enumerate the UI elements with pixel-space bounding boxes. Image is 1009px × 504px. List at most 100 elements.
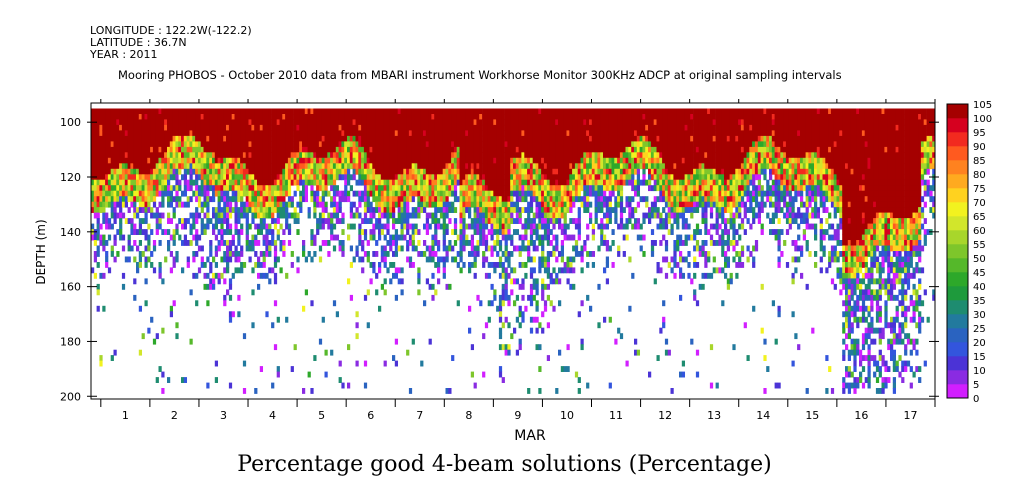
- heatmap-cell: [127, 119, 131, 126]
- heatmap-cell: [566, 168, 570, 175]
- heatmap-cell: [150, 114, 154, 120]
- heatmap-cell: [200, 201, 204, 208]
- heatmap-cell: [425, 108, 430, 115]
- heatmap-cell: [428, 283, 432, 290]
- heatmap-cell: [214, 108, 219, 115]
- heatmap-cell: [510, 333, 514, 340]
- heatmap-cell: [653, 108, 657, 115]
- heatmap-cell: [569, 207, 573, 213]
- heatmap-cell: [400, 289, 404, 296]
- heatmap-cell: [276, 196, 280, 203]
- heatmap-cell: [172, 141, 176, 148]
- heatmap-cell: [332, 163, 337, 170]
- heatmap-cell: [363, 212, 368, 219]
- heatmap-cell: [434, 152, 438, 159]
- heatmap-cell: [107, 146, 112, 153]
- heatmap-cell: [527, 185, 531, 192]
- heatmap-cell: [245, 124, 249, 131]
- heatmap-cell: [392, 168, 396, 175]
- heatmap-cell: [394, 141, 399, 148]
- heatmap-cell: [248, 157, 252, 164]
- heatmap-cell: [102, 135, 106, 142]
- heatmap-cell: [431, 124, 435, 131]
- heatmap-cell: [656, 130, 660, 137]
- heatmap-cell: [487, 152, 491, 159]
- heatmap-cell: [462, 168, 466, 175]
- heatmap-cell: [285, 146, 289, 153]
- heatmap-cell: [468, 152, 472, 159]
- heatmap-cell: [521, 146, 525, 153]
- heatmap-cell: [549, 119, 553, 126]
- heatmap-cell: [541, 278, 545, 285]
- heatmap-cell: [347, 168, 351, 175]
- heatmap-cell: [507, 207, 511, 213]
- heatmap-cell: [611, 163, 615, 170]
- heatmap-cell: [327, 157, 331, 164]
- heatmap-cell: [603, 124, 607, 131]
- heatmap-cell: [591, 135, 596, 142]
- heatmap-cell: [383, 119, 387, 126]
- heatmap-cell: [532, 190, 536, 197]
- heatmap-cell: [335, 311, 340, 318]
- heatmap-cell: [389, 196, 393, 203]
- heatmap-cell: [524, 114, 528, 120]
- heatmap-cell: [107, 168, 112, 175]
- heatmap-cell: [386, 218, 390, 224]
- heatmap-cell: [147, 256, 151, 263]
- heatmap-cell: [572, 256, 576, 263]
- heatmap-cell: [577, 174, 581, 181]
- heatmap-cell: [136, 185, 140, 192]
- heatmap-cell: [538, 201, 542, 208]
- heatmap-cell: [591, 262, 596, 268]
- heatmap-cell: [203, 185, 207, 192]
- heatmap-cell: [141, 185, 145, 192]
- heatmap-cell: [420, 207, 424, 213]
- heatmap-cell: [257, 185, 261, 192]
- heatmap-cell: [214, 179, 219, 186]
- heatmap-cell: [271, 124, 275, 131]
- heatmap-cell: [406, 229, 410, 235]
- heatmap-cell: [119, 141, 123, 148]
- heatmap-cell: [254, 174, 258, 181]
- heatmap-cell: [504, 168, 508, 175]
- heatmap-cell: [237, 114, 241, 120]
- heatmap-cell: [330, 119, 334, 126]
- heatmap-cell: [513, 124, 517, 131]
- heatmap-cell: [442, 272, 446, 279]
- heatmap-cell: [394, 130, 399, 137]
- heatmap-cell: [600, 174, 604, 181]
- heatmap-cell: [265, 207, 269, 213]
- heatmap-cell: [133, 135, 137, 142]
- heatmap-cell: [527, 114, 531, 120]
- heatmap-cell: [242, 119, 247, 126]
- heatmap-cell: [453, 207, 458, 213]
- heatmap-cell: [501, 272, 505, 279]
- heatmap-cell: [431, 114, 435, 120]
- heatmap-cell: [437, 185, 441, 192]
- heatmap-cell: [563, 267, 567, 274]
- heatmap-cell: [234, 174, 238, 181]
- heatmap-cell: [214, 114, 219, 120]
- heatmap-cell: [119, 185, 123, 192]
- heatmap-cell: [110, 179, 114, 186]
- heatmap-cell: [490, 119, 494, 126]
- heatmap-cell: [510, 289, 514, 296]
- heatmap-cell: [428, 124, 432, 131]
- heatmap-cell: [411, 130, 415, 137]
- heatmap-cell: [203, 152, 207, 159]
- heatmap-cell: [608, 124, 612, 131]
- heatmap-cell: [614, 146, 618, 153]
- heatmap-cell: [316, 185, 320, 192]
- heatmap-cell: [425, 179, 430, 186]
- heatmap-cell: [577, 152, 581, 159]
- heatmap-cell: [529, 294, 534, 301]
- heatmap-cell: [147, 245, 151, 252]
- heatmap-cell: [383, 152, 387, 159]
- heatmap-cell: [543, 135, 548, 142]
- heatmap-cell: [296, 157, 300, 164]
- heatmap-cell: [96, 201, 100, 208]
- heatmap-cell: [251, 114, 255, 120]
- heatmap-cell: [276, 201, 280, 208]
- heatmap-cell: [375, 207, 379, 213]
- heatmap-cell: [468, 174, 472, 181]
